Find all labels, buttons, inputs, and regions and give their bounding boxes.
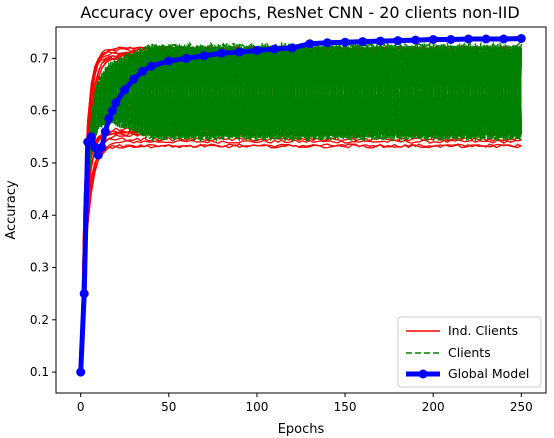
global-model-point: [464, 35, 473, 44]
global-model-point: [108, 106, 117, 115]
global-model-point: [376, 37, 385, 46]
global-model-point: [235, 48, 244, 57]
x-tick-label: 50: [161, 400, 176, 414]
y-tick-label: 0.3: [30, 261, 49, 275]
global-model-point: [323, 38, 332, 47]
global-model-point: [182, 54, 191, 63]
y-axis-label: Accuracy: [4, 180, 19, 240]
chart-title: Accuracy over epochs, ResNet CNN - 20 cl…: [80, 3, 519, 22]
global-model-point: [147, 62, 156, 71]
global-model-point: [358, 37, 367, 46]
global-model-point: [446, 35, 455, 44]
global-model-point: [200, 51, 209, 60]
global-model-point: [217, 49, 226, 58]
global-model-point: [120, 85, 129, 94]
global-model-point: [252, 46, 261, 55]
x-tick-label: 200: [422, 400, 445, 414]
global-model-point: [517, 34, 526, 43]
legend-label-ind-clients: Ind. Clients: [448, 323, 518, 338]
global-model-point: [341, 38, 350, 47]
global-model-point: [429, 35, 438, 44]
x-tick-label: 150: [334, 400, 357, 414]
legend-marker-global-model: [419, 370, 428, 379]
global-model-point: [482, 35, 491, 44]
x-tick-label: 100: [245, 400, 268, 414]
global-model-point: [393, 36, 402, 45]
global-model-point: [80, 289, 89, 298]
global-model-point: [138, 67, 147, 76]
global-model-point: [97, 143, 106, 152]
global-model-point: [76, 368, 85, 377]
legend-label-clients: Clients: [448, 345, 491, 360]
global-model-point: [499, 35, 508, 44]
global-model-point: [87, 132, 96, 141]
global-model-point: [164, 57, 173, 66]
global-model-point: [111, 98, 120, 107]
x-axis-label: Epochs: [278, 422, 325, 437]
global-model-point: [270, 45, 279, 54]
y-tick-label: 0.5: [30, 156, 49, 170]
global-model-point: [104, 114, 113, 123]
y-tick-label: 0.2: [30, 313, 49, 327]
global-model-point: [288, 43, 297, 52]
y-tick-label: 0.7: [30, 51, 49, 65]
global-model-point: [411, 36, 420, 45]
legend: Ind. Clients Clients Global Model: [398, 317, 541, 387]
legend-label-global-model: Global Model: [448, 366, 529, 381]
y-tick-label: 0.6: [30, 104, 49, 118]
global-model-point: [101, 127, 110, 136]
global-model-point: [305, 39, 314, 48]
global-model-point: [94, 151, 103, 160]
x-tick-label: 250: [510, 400, 533, 414]
x-tick-label: 0: [77, 400, 85, 414]
y-tick-label: 0.1: [30, 365, 49, 379]
y-tick-label: 0.4: [30, 208, 49, 222]
global-model-point: [129, 75, 138, 84]
